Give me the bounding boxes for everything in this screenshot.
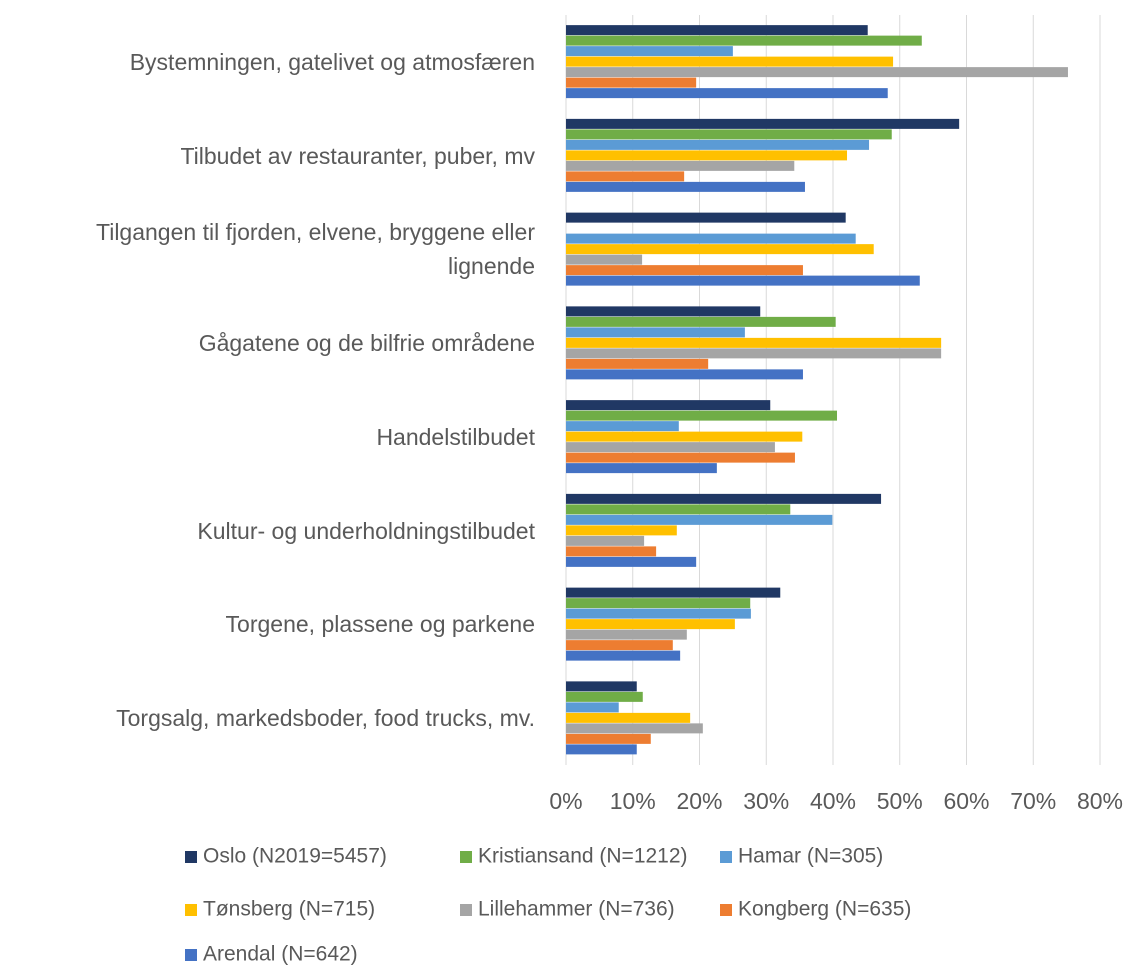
bar — [566, 46, 733, 57]
bar — [566, 337, 942, 348]
bar — [566, 212, 846, 223]
bar — [566, 556, 697, 567]
bar — [566, 348, 942, 359]
legend-label: Kristiansand (N=1212) — [478, 845, 688, 868]
bar — [566, 244, 874, 255]
x-tick-label: 70% — [1010, 788, 1056, 814]
bar — [566, 744, 637, 755]
bar — [566, 265, 803, 276]
bar — [566, 88, 888, 99]
category-label: Kultur- og underholdningstilbudet — [197, 517, 535, 544]
legend-swatch — [185, 949, 197, 961]
bar — [566, 421, 679, 432]
bar — [566, 493, 882, 504]
bar — [566, 56, 894, 67]
legend-swatch — [185, 851, 197, 863]
legend-swatch — [460, 904, 472, 916]
legend-label: Arendal (N=642) — [203, 943, 358, 966]
bar — [566, 442, 775, 453]
bar — [566, 160, 795, 171]
bar — [566, 233, 856, 244]
bar — [566, 129, 892, 140]
bar — [566, 431, 803, 442]
x-tick-label: 80% — [1077, 788, 1123, 814]
legend-label: Hamar (N=305) — [738, 845, 883, 868]
bar — [566, 650, 681, 661]
bar — [566, 691, 643, 702]
legend-swatch — [720, 904, 732, 916]
category-label: Torgene, plassene og parkene — [225, 611, 535, 638]
bar — [566, 546, 657, 557]
bar — [566, 316, 836, 327]
bar — [566, 275, 920, 286]
x-tick-label: 10% — [610, 788, 656, 814]
bar — [566, 254, 643, 265]
bar — [566, 181, 805, 192]
category-label: Gågatene og de bilfrie områdene — [198, 330, 535, 357]
bar — [566, 712, 691, 723]
legend-swatch — [720, 851, 732, 863]
bar — [566, 369, 803, 380]
bar — [566, 306, 761, 317]
bar — [566, 118, 960, 129]
legend-label: Lillehammer (N=736) — [478, 898, 675, 921]
x-tick-label: 40% — [810, 788, 856, 814]
bar — [566, 77, 697, 88]
legend-swatch — [185, 904, 197, 916]
legend-label: Kongberg (N=635) — [738, 898, 911, 921]
bar — [566, 171, 685, 182]
bar — [566, 463, 717, 474]
bar — [566, 504, 791, 515]
bar — [566, 514, 833, 525]
bar — [566, 327, 745, 338]
bar — [566, 598, 751, 609]
x-tick-label: 20% — [676, 788, 722, 814]
category-label: Bystemningen, gatelivet og atmosfæren — [129, 48, 535, 75]
bar — [566, 400, 771, 411]
x-tick-label: 60% — [943, 788, 989, 814]
bar — [566, 640, 673, 651]
bar — [566, 525, 677, 536]
category-label: Tilbudet av restauranter, puber, mv — [180, 142, 535, 169]
bar — [566, 733, 651, 744]
bar — [566, 150, 848, 161]
bar — [566, 358, 709, 369]
bar — [566, 139, 870, 150]
bar — [566, 681, 637, 692]
bar — [566, 35, 922, 46]
category-label: Torgsalg, markedsboder, food trucks, mv. — [116, 705, 535, 732]
legend-label: Oslo (N2019=5457) — [203, 845, 387, 868]
bar — [566, 410, 838, 421]
x-tick-label: 30% — [743, 788, 789, 814]
bar — [566, 629, 687, 640]
bar — [566, 619, 735, 630]
legend-label: Tønsberg (N=715) — [203, 898, 375, 921]
bar — [566, 587, 781, 598]
bar — [566, 723, 703, 734]
bar — [566, 25, 868, 36]
bar — [566, 535, 645, 546]
category-label: Tilgangen til fjorden, elvene, bryggene … — [96, 219, 535, 280]
bar — [566, 608, 751, 619]
bar — [566, 67, 1068, 78]
legend-swatch — [460, 851, 472, 863]
category-label: Handelstilbudet — [376, 423, 535, 450]
bar — [566, 702, 619, 713]
x-tick-label: 50% — [877, 788, 923, 814]
x-tick-label: 0% — [549, 788, 582, 814]
bar — [566, 452, 795, 463]
